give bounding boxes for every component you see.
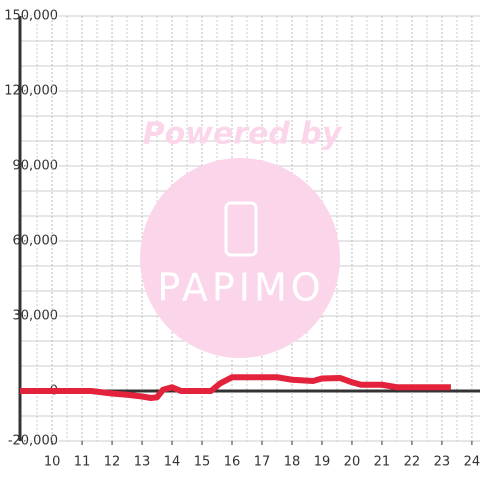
watermark-icon [224,201,258,257]
data-line [20,374,451,401]
x-tick-label: 15 [194,455,211,470]
x-tick-label: 16 [224,455,241,470]
x-tick-label: 12 [104,455,121,470]
y-tick-label: 90,000 [13,159,59,174]
y-tick-label: 30,000 [13,309,59,324]
x-tick-label: 17 [254,455,271,470]
x-tick-label: 23 [434,455,451,470]
x-tick-label: 11 [74,455,91,470]
x-tick-label: 24 [464,455,480,470]
y-tick-label: 150,000 [4,9,58,24]
x-tick-label: 10 [44,455,61,470]
watermark-circle [140,158,340,358]
y-tick-label: 60,000 [13,234,59,249]
x-tick-label: 20 [344,455,361,470]
x-tick-label: 18 [284,455,301,470]
x-tick-label: 21 [374,455,391,470]
watermark-text: Powered by [143,117,343,152]
x-tick-label: 22 [404,455,421,470]
y-tick-label: -20,000 [8,434,58,449]
watermark-logo: PAPIMO [157,266,324,310]
x-tick-label: 14 [164,455,181,470]
x-tick-label: 19 [314,455,331,470]
y-tick-label: 120,000 [4,84,58,99]
x-tick-label: 13 [134,455,151,470]
